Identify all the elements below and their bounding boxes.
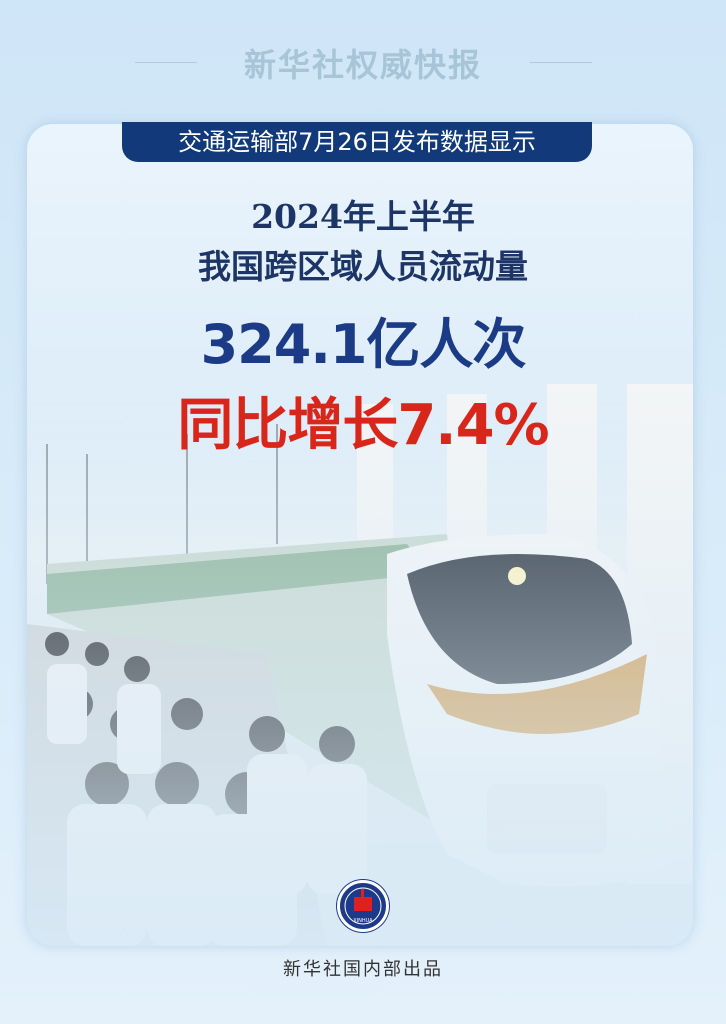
svg-text:XINHUA: XINHUA [353, 918, 373, 924]
headline-period: 2024年上半年 [251, 197, 475, 236]
header-line-left [135, 62, 197, 63]
headline-subject: 我国跨区域人员流动量 [198, 247, 528, 286]
header-line-right [530, 62, 592, 63]
headline-figure: 324.1亿人次 [200, 313, 527, 376]
xinhua-logo: XINHUA [337, 880, 389, 932]
train-illustration [27, 384, 693, 946]
headline-growth: 同比增长7.4% [177, 393, 549, 458]
source-banner: 交通运输部7月26日发布数据显示 [122, 122, 592, 162]
train-platform-photo [27, 384, 693, 946]
poster-card [27, 124, 693, 946]
header-title: 新华社权威快报 [243, 46, 482, 84]
footer-credit: 新华社国内部出品 [283, 959, 443, 980]
